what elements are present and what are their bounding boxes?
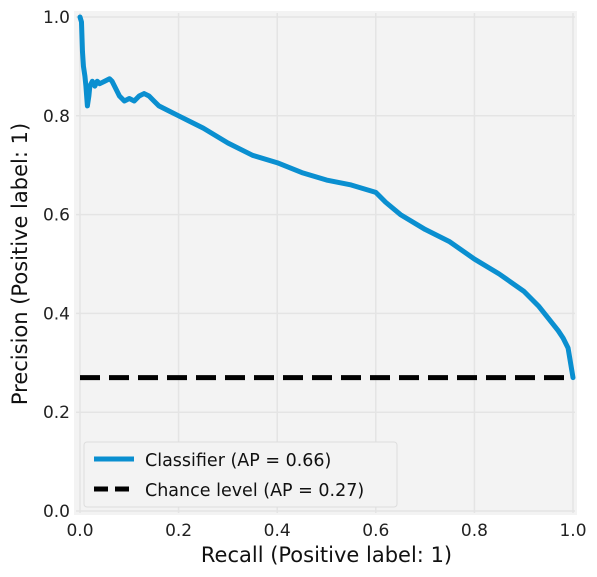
y-tick-label: 0.6 <box>43 206 70 226</box>
x-tick-label: 0.4 <box>264 521 291 541</box>
legend: Classifier (AP = 0.66) Chance level (AP … <box>83 441 398 508</box>
plot-area <box>74 11 577 515</box>
x-tick-label: 0.0 <box>66 521 93 541</box>
classifier-curve <box>77 14 576 381</box>
y-tick-label: 0.8 <box>43 107 70 127</box>
x-tick-label: 0.8 <box>461 521 488 541</box>
legend-box <box>83 441 398 508</box>
x-axis-label: Recall (Positive label: 1) <box>201 543 452 567</box>
legend-entry-classifier: Classifier (AP = 0.66) <box>145 451 331 471</box>
y-axis-label: Precision (Positive label: 1) <box>8 123 32 405</box>
y-tick-label: 0.2 <box>43 403 70 423</box>
series-layer <box>77 14 576 381</box>
x-tick-label: 0.6 <box>362 521 389 541</box>
x-tick-label: 0.2 <box>165 521 192 541</box>
y-tick-label: 0.0 <box>43 502 70 522</box>
grid-lines <box>76 13 575 513</box>
tick-labels: 0.0 0.2 0.4 0.6 0.8 1.0 0.0 0.2 0.4 0.6 0.8 1.0 <box>43 8 587 541</box>
y-tick-label: 0.4 <box>43 304 70 324</box>
legend-entry-chance-level: Chance level (AP = 0.27) <box>145 481 364 501</box>
y-tick-label: 1.0 <box>43 8 70 28</box>
x-tick-label: 1.0 <box>559 521 586 541</box>
